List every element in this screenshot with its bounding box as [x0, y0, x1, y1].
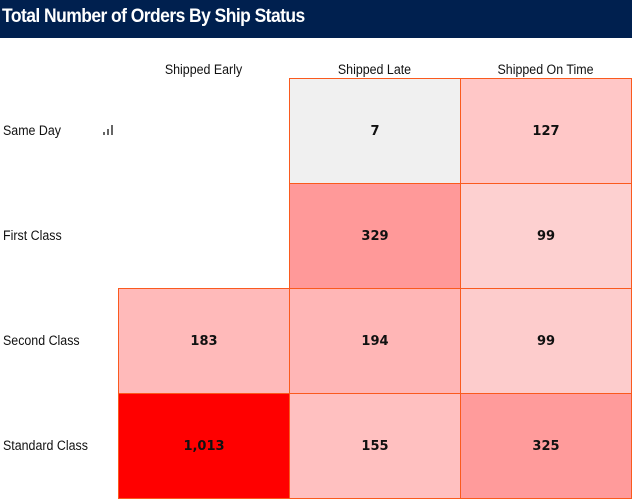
row-label-first-class: First Class	[3, 228, 62, 243]
row-label-same-day: Same Day	[3, 123, 61, 138]
title-bar: Total Number of Orders By Ship Status	[0, 0, 632, 38]
row-label-standard-class: Standard Class	[3, 438, 88, 453]
heatmap-cell[interactable]: 99	[460, 288, 632, 394]
heatmap-cell[interactable]: 1,013	[118, 393, 290, 499]
heatmap-cell[interactable]: 183	[118, 288, 290, 394]
heatmap-cell[interactable]: 329	[289, 183, 461, 289]
chart-title: Total Number of Orders By Ship Status	[2, 6, 305, 27]
column-header-shipped-late: Shipped Late	[337, 62, 412, 77]
heatmap-cell[interactable]: 194	[289, 288, 461, 394]
row-label-second-class: Second Class	[3, 333, 80, 348]
heatmap-cell[interactable]: 7	[289, 78, 461, 184]
heatmap-cell[interactable]: 127	[460, 78, 632, 184]
heatmap-cell[interactable]: 155	[289, 393, 461, 499]
heatmap-cell[interactable]: 99	[460, 183, 632, 289]
heatmap-cell[interactable]: 325	[460, 393, 632, 499]
column-header-shipped-on-time: Shipped On Time	[497, 62, 594, 77]
column-header-shipped-early: Shipped Early	[164, 62, 243, 77]
bar-chart-icon[interactable]	[103, 125, 115, 135]
